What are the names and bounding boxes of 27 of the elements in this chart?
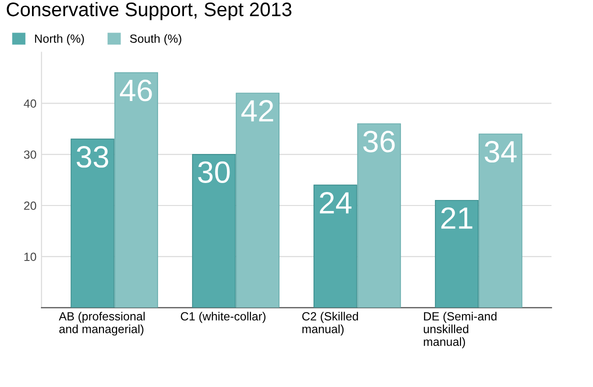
legend-label: North (%) bbox=[35, 34, 84, 46]
bar bbox=[478, 134, 522, 308]
legend-label: South (%) bbox=[130, 34, 182, 46]
x-tick-label: AB (professional and managerial) bbox=[58, 312, 145, 336]
x-tick-label: C2 (Skilled manual) bbox=[302, 312, 358, 336]
y-tick-label: 10 bbox=[24, 252, 36, 261]
bar bbox=[236, 92, 280, 308]
bar bbox=[314, 184, 358, 308]
y-tick-label: 40 bbox=[24, 99, 36, 108]
y-tick-label: 20 bbox=[24, 202, 36, 210]
bar bbox=[434, 200, 479, 308]
bar bbox=[70, 138, 114, 308]
data-label: 46 bbox=[120, 80, 152, 102]
bar bbox=[357, 123, 401, 308]
x-tick-label: C1 (white-collar) bbox=[180, 312, 266, 323]
chart-title: Conservative Support, Sept 2013 bbox=[6, 2, 292, 20]
bar bbox=[192, 154, 236, 308]
bar bbox=[114, 72, 158, 308]
y-tick-label: 30 bbox=[24, 150, 36, 159]
data-label: 36 bbox=[363, 130, 395, 152]
data-label: 30 bbox=[198, 161, 230, 183]
data-label: 24 bbox=[320, 192, 352, 214]
x-tick-label: DE (Semi-and unskilled manual) bbox=[424, 312, 496, 348]
data-label: 34 bbox=[484, 140, 517, 163]
data-label: 33 bbox=[76, 146, 108, 168]
data-label: 21 bbox=[441, 207, 472, 229]
data-label: 42 bbox=[241, 100, 274, 122]
